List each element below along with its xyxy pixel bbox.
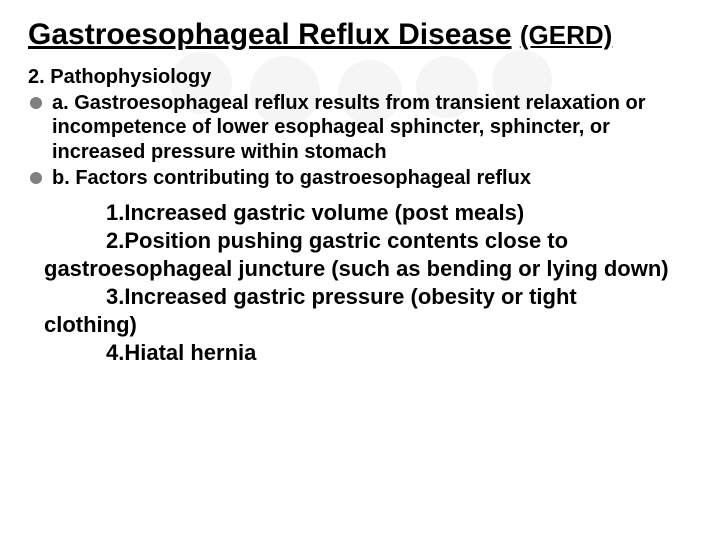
title-paren: (GERD) [520,20,612,50]
sub-point-2a: 2.Position pushing gastric contents clos… [28,227,692,255]
section-heading: 2. Pathophysiology [28,66,692,89]
bullet-dot-icon [30,172,42,184]
sub-points-block: 1.Increased gastric volume (post meals) … [28,199,692,368]
bullet-dot-icon [30,97,42,109]
sub-point-3b: clothing) [28,311,692,339]
sub-point-3a: 3.Increased gastric pressure (obesity or… [28,283,692,311]
slide-body: Gastroesophageal Reflux Disease (GERD) 2… [0,0,720,368]
bullet-text-a: a. Gastroesophageal reflux results from … [52,91,692,164]
bullet-text-b: b. Factors contributing to gastroesophag… [52,166,692,190]
bullet-item-b: b. Factors contributing to gastroesophag… [28,166,692,190]
sub-point-4: 4.Hiatal hernia [28,339,692,367]
title-main: Gastroesophageal Reflux Disease [28,18,512,51]
bullet-item-a: a. Gastroesophageal reflux results from … [28,91,692,164]
slide-title: Gastroesophageal Reflux Disease (GERD) [28,18,692,52]
sub-point-2b: gastroesophageal juncture (such as bendi… [28,255,692,283]
sub-point-1: 1.Increased gastric volume (post meals) [28,199,692,227]
